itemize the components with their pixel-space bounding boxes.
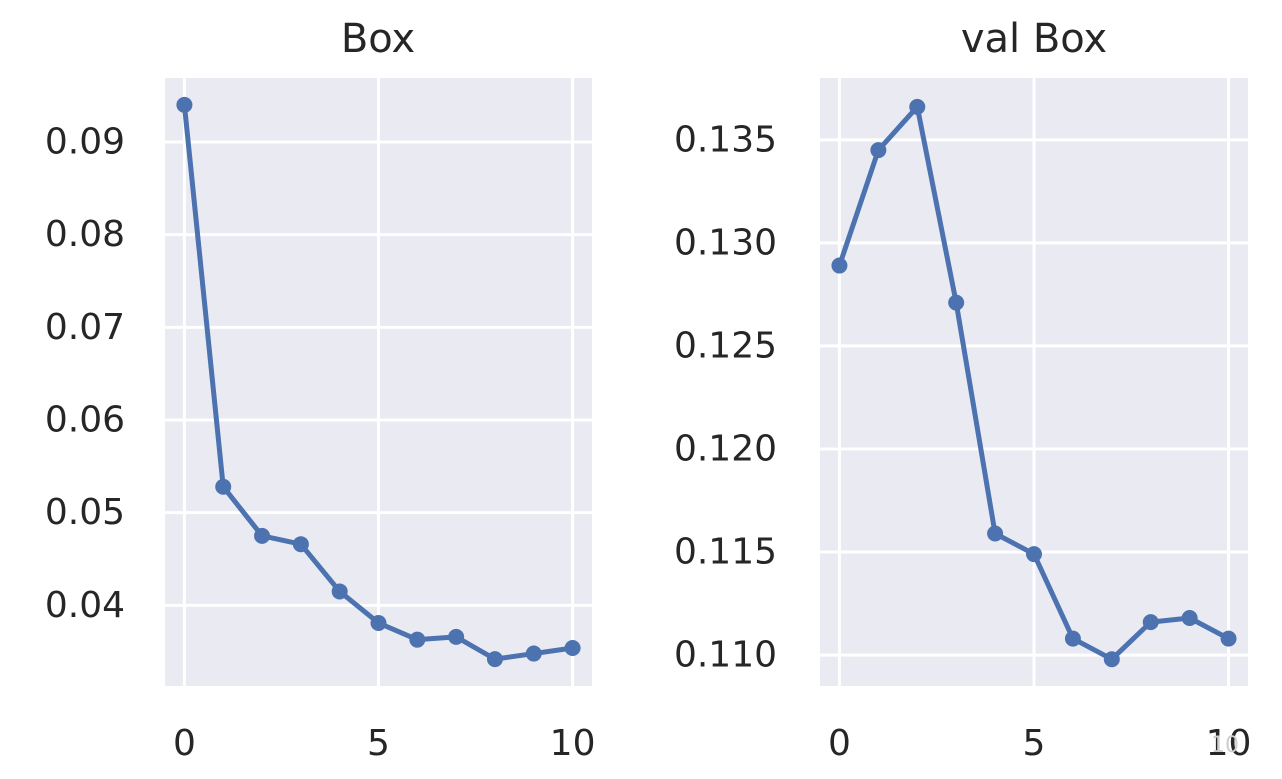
x-tick-label: 10 (1206, 723, 1252, 764)
x-tick-label: 10 (550, 723, 596, 764)
data-point (987, 525, 1004, 542)
data-point (870, 142, 887, 159)
data-point (1026, 546, 1042, 563)
data-point (909, 98, 926, 115)
data-point (1103, 651, 1120, 668)
y-tick-label: 0.09 (45, 121, 125, 162)
data-point (1142, 614, 1159, 631)
y-tick-label: 0.110 (674, 635, 777, 676)
data-point (331, 583, 348, 600)
x-tick-label: 0 (828, 723, 851, 764)
data-point (176, 96, 193, 113)
chart-panel-box: Box 0 5 10 0.04 0.05 0.06 0.07 0.08 0.09 (45, 16, 596, 764)
data-point (1181, 609, 1198, 626)
data-point (564, 640, 581, 656)
y-tick-label: 0.115 (674, 532, 777, 573)
data-point (254, 527, 271, 544)
y-tick-label: 0.07 (45, 307, 125, 348)
y-tick-label: 0.120 (674, 428, 777, 469)
data-point (409, 631, 426, 648)
data-point (525, 645, 542, 662)
data-point (831, 257, 848, 274)
data-point (215, 478, 232, 495)
data-point (948, 294, 965, 311)
y-tick-label: 0.135 (674, 119, 777, 160)
data-point (1220, 630, 1237, 647)
x-tick-label: 0 (173, 723, 196, 764)
watermark-text: 10 (1211, 733, 1239, 758)
y-tick-label: 0.130 (674, 222, 777, 263)
y-tick-label: 0.04 (45, 585, 125, 626)
y-tick-label: 0.125 (674, 325, 777, 366)
data-point (448, 628, 465, 645)
y-tick-label: 0.08 (45, 214, 125, 255)
chart-title: val Box (961, 16, 1107, 62)
data-point (486, 651, 503, 668)
data-point (370, 614, 387, 631)
chart-title: Box (341, 16, 415, 62)
y-tick-label: 0.05 (45, 492, 125, 533)
x-tick-label: 5 (1023, 723, 1046, 764)
x-tick-label: 5 (367, 723, 390, 764)
data-point (1064, 630, 1081, 647)
data-point (292, 536, 309, 553)
chart-panel-val-box: val Box 0 5 10 0.110 0.115 0.120 0.125 0.130 0.13… (674, 16, 1252, 764)
y-tick-label: 0.06 (45, 400, 125, 441)
